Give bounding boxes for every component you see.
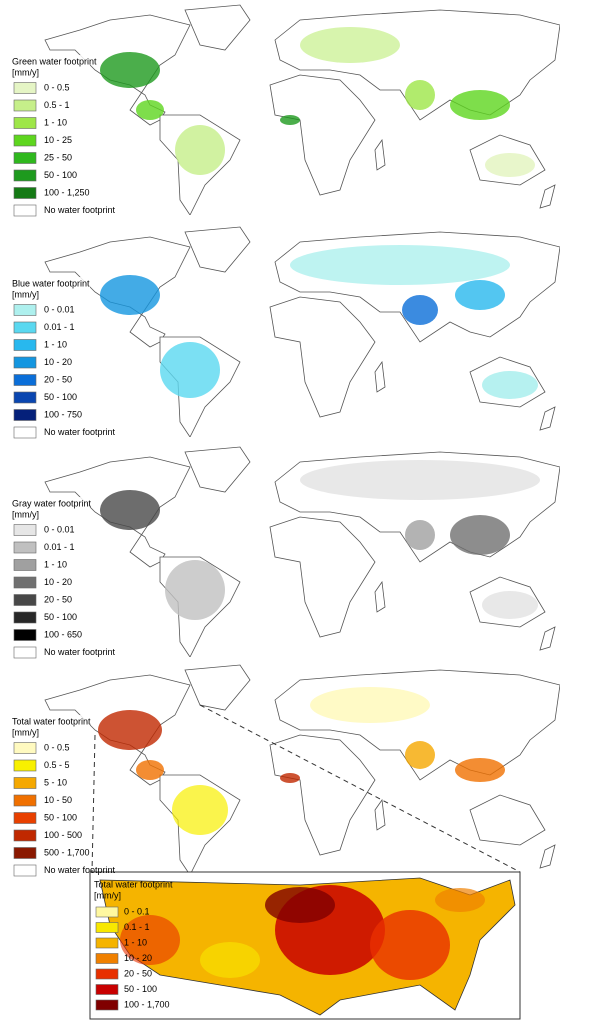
legend-title: Green water footprint — [12, 56, 97, 66]
legend-label: 100 - 1,250 — [44, 187, 90, 197]
legend-label: 0.1 - 1 — [124, 922, 150, 932]
legend-label: 100 - 650 — [44, 629, 82, 639]
legend-label: 0.01 - 1 — [44, 322, 75, 332]
legend-swatch — [13, 576, 37, 589]
legend-swatch — [13, 847, 37, 859]
legend-swatch — [13, 794, 37, 807]
legend-label: 0 - 0.5 — [44, 82, 70, 92]
legend-label: 10 - 20 — [44, 577, 72, 587]
legend-label: 0.01 - 1 — [44, 542, 75, 552]
legend-swatch — [13, 339, 37, 351]
legend-swatch — [95, 968, 119, 980]
legend-label: 50 - 100 — [44, 170, 77, 180]
legend-label: 1 - 10 — [44, 117, 67, 127]
legend-swatch — [13, 864, 37, 877]
legend-swatch — [13, 391, 37, 404]
blue-map — [44, 226, 560, 437]
legend-label: 1 - 10 — [44, 339, 67, 349]
legend-label: 50 - 100 — [44, 812, 77, 822]
legend-label: 0.5 - 5 — [44, 760, 70, 770]
legend-swatch — [95, 922, 119, 933]
legend-swatch — [13, 152, 37, 164]
legend-swatch — [13, 829, 37, 842]
legend-label: 20 - 50 — [44, 594, 72, 604]
legend-swatch — [13, 321, 37, 334]
legend-swatch — [13, 204, 37, 217]
legend-title: Blue water footprint — [12, 278, 90, 288]
legend-swatch — [13, 629, 37, 641]
legend-swatch — [13, 559, 37, 571]
legend-swatch — [13, 611, 37, 624]
legend-swatch — [13, 594, 37, 606]
legend-swatch — [13, 304, 37, 316]
inset-map — [89, 871, 521, 1020]
legend-swatch — [13, 646, 37, 659]
legend-label: 0 - 0.01 — [44, 304, 75, 314]
legend-label: 50 - 100 — [44, 392, 77, 402]
legend-label: 10 - 20 — [44, 357, 72, 367]
legend-label: No water footprint — [44, 205, 116, 215]
legend-title: Total water footprint — [12, 716, 91, 726]
legend-label: 1 - 10 — [124, 937, 147, 947]
legend-title: Gray water footprint — [12, 498, 92, 508]
legend-label: 0.5 - 1 — [44, 100, 70, 110]
green-map — [44, 4, 560, 215]
legend-swatch — [13, 812, 37, 824]
legend-label: 100 - 750 — [44, 409, 82, 419]
legend-label: 20 - 50 — [44, 374, 72, 384]
legend-bg — [10, 55, 90, 205]
legends: Green water footprint[mm/y]0 - 0.50.5 - … — [10, 55, 173, 1011]
legend-swatch — [13, 541, 37, 554]
legend-swatch — [95, 953, 119, 964]
legend-label: No water footprint — [44, 647, 116, 657]
legend-label: 0 - 0.5 — [44, 742, 70, 752]
total-map — [44, 664, 560, 875]
legend-label: 10 - 50 — [44, 795, 72, 805]
legend-swatch — [13, 99, 37, 112]
legend-swatch — [95, 999, 119, 1011]
legend-swatch — [13, 777, 37, 789]
legend-swatch — [13, 426, 37, 439]
legend-unit: [mm/y] — [12, 67, 39, 77]
legend-bg — [10, 277, 90, 427]
legend-swatch — [13, 759, 37, 772]
legend-label: 500 - 1,700 — [44, 847, 90, 857]
legend-title: Total water footprint — [94, 879, 173, 889]
legend-label: 0 - 0.01 — [44, 524, 75, 534]
legend-label: 5 - 10 — [44, 777, 67, 787]
legend-unit: [mm/y] — [12, 727, 39, 737]
legend-label: 100 - 1,700 — [124, 999, 170, 1009]
legend-label: No water footprint — [44, 865, 116, 875]
legend-unit: [mm/y] — [12, 509, 39, 519]
legend-bg — [10, 715, 90, 865]
legend-swatch — [13, 134, 37, 147]
legend-label: 100 - 500 — [44, 830, 82, 840]
legend-label: 50 - 100 — [44, 612, 77, 622]
legend-label: 10 - 20 — [124, 953, 152, 963]
legend-label: 25 - 50 — [44, 152, 72, 162]
legend-swatch — [13, 374, 37, 386]
legend-swatch — [13, 524, 37, 536]
legend-bg — [10, 497, 90, 647]
legend-swatch — [13, 169, 37, 182]
legend-unit: [mm/y] — [94, 890, 121, 900]
legend-unit: [mm/y] — [12, 289, 39, 299]
legend-label: 50 - 100 — [124, 984, 157, 994]
legend-label: 1 - 10 — [44, 559, 67, 569]
legend-swatch — [13, 742, 37, 754]
legend-swatch — [95, 937, 119, 949]
legend-swatch — [13, 356, 37, 369]
legend-label: 0 - 0.1 — [124, 906, 150, 916]
legend-swatch — [95, 906, 119, 918]
gray-map — [44, 446, 560, 657]
legend-swatch — [13, 187, 37, 199]
legend-swatch — [95, 984, 119, 995]
legend-label: No water footprint — [44, 427, 116, 437]
legend-swatch — [13, 409, 37, 421]
legend-swatch — [13, 117, 37, 129]
legend-swatch — [13, 82, 37, 94]
legend-label: 20 - 50 — [124, 968, 152, 978]
legend-label: 10 - 25 — [44, 135, 72, 145]
